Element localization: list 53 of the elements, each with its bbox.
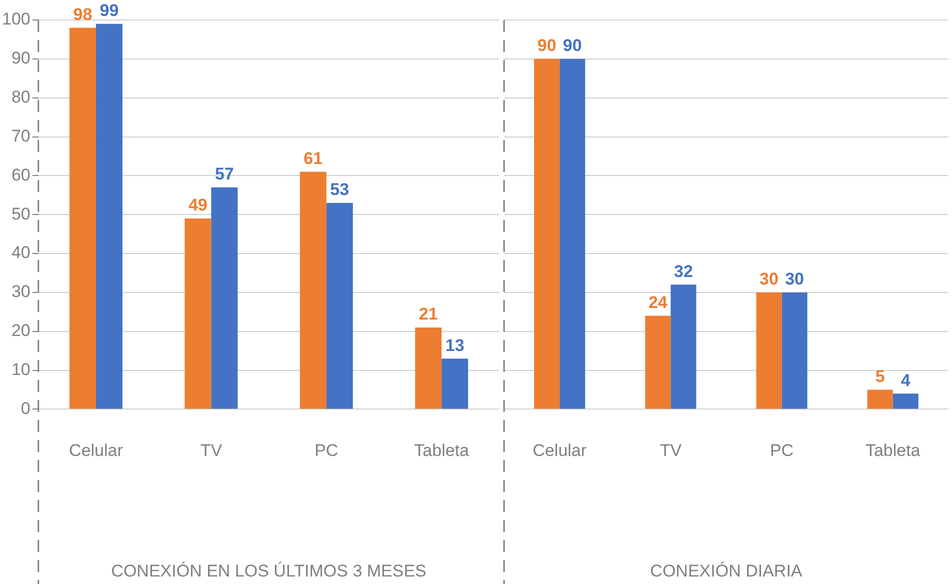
bar xyxy=(892,394,918,409)
data-label: 30 xyxy=(760,270,778,289)
bar xyxy=(867,390,893,409)
y-tick-label: 80 xyxy=(11,88,30,107)
y-tick-label: 40 xyxy=(11,243,30,262)
x-tick-label: Tableta xyxy=(414,441,470,460)
y-tick-label: 10 xyxy=(11,360,30,379)
data-label: 49 xyxy=(188,196,208,215)
bar xyxy=(96,24,122,409)
bar xyxy=(670,284,696,409)
x-tick-label: TV xyxy=(200,441,223,460)
data-label: 21 xyxy=(418,304,438,324)
data-label: 5 xyxy=(875,366,885,386)
y-tick-label: 60 xyxy=(11,165,30,184)
data-label: 57 xyxy=(214,164,234,184)
data-label: 13 xyxy=(445,336,464,355)
x-tick-label: Celular xyxy=(532,441,587,460)
data-label: 4 xyxy=(900,370,911,390)
bar xyxy=(211,187,238,409)
bar xyxy=(756,292,782,409)
bar xyxy=(645,316,671,409)
x-tick-label: PC xyxy=(314,441,338,460)
y-tick-label: 100 xyxy=(2,10,30,29)
data-label: 90 xyxy=(562,36,582,56)
data-label: 61 xyxy=(304,148,323,168)
bar xyxy=(534,58,560,409)
bar xyxy=(415,327,442,409)
x-tick-label: PC xyxy=(770,441,794,460)
data-label: 30 xyxy=(785,270,804,289)
y-tick-label: 50 xyxy=(11,204,30,224)
bar xyxy=(326,202,353,409)
bar xyxy=(300,172,326,409)
data-label: 32 xyxy=(674,262,693,281)
bar xyxy=(184,218,212,409)
x-axis-title: CONEXIÓN EN LOS ÚLTIMOS 3 MESES xyxy=(111,561,426,580)
data-label: 24 xyxy=(648,292,668,312)
data-label: 98 xyxy=(73,4,92,24)
bar xyxy=(782,292,808,409)
y-tick-label: 0 xyxy=(20,398,30,418)
bar xyxy=(69,28,96,409)
bar xyxy=(442,358,468,409)
y-tick-label: 30 xyxy=(11,282,30,302)
x-tick-label: Tableta xyxy=(865,441,921,460)
data-label: 90 xyxy=(537,36,556,56)
y-tick-label: 90 xyxy=(11,48,30,68)
data-label: 53 xyxy=(330,180,350,200)
bar xyxy=(560,58,586,409)
x-axis-title: CONEXIÓN DIARIA xyxy=(650,561,803,580)
data-label: 99 xyxy=(100,1,119,20)
y-tick-label: 20 xyxy=(11,321,30,340)
x-tick-label: Celular xyxy=(69,441,124,460)
y-tick-label: 70 xyxy=(11,126,30,146)
x-tick-label: TV xyxy=(660,441,682,460)
